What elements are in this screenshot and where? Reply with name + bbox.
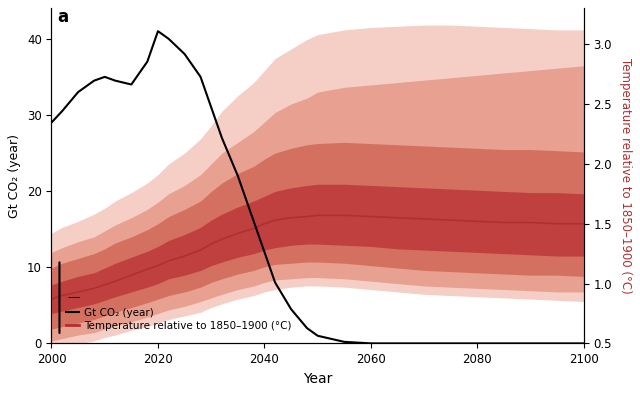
- Text: —: —: [67, 291, 80, 304]
- Y-axis label: Temperature relative to 1850–1900 (°C): Temperature relative to 1850–1900 (°C): [619, 58, 632, 294]
- Y-axis label: Gt CO₂ (year): Gt CO₂ (year): [8, 134, 21, 218]
- Legend: Gt CO₂ (year), Temperature relative to 1850–1900 (°C): Gt CO₂ (year), Temperature relative to 1…: [62, 303, 296, 335]
- X-axis label: Year: Year: [303, 372, 332, 386]
- Text: a: a: [57, 8, 68, 26]
